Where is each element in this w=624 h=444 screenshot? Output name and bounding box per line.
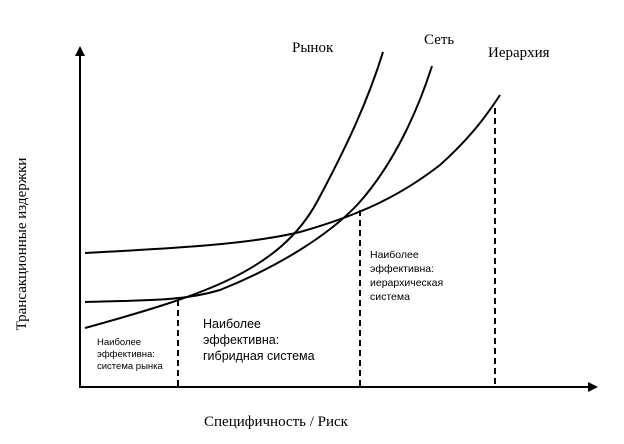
region-hybrid-text: Наиболее эффективна: гибридная система: [203, 317, 315, 363]
region-hierarchy-line-2: эффективна:: [370, 263, 434, 275]
region-market-line-2: эффективна:: [97, 349, 155, 360]
network-curve: [84, 65, 433, 303]
region-hierarchy-text: Наиболее эффективна: иерархическая систе…: [370, 249, 443, 303]
hierarchy-curve: [84, 94, 501, 254]
region-market-line-1: Наиболее: [97, 337, 141, 348]
region-market-text: Наиболее эффективна: система рынка: [97, 337, 164, 372]
curve-label-hierarchy: Иерархия: [488, 45, 550, 61]
region-hybrid-line-1: Наиболее: [203, 317, 261, 331]
region-hybrid-line-3: гибридная система: [203, 349, 315, 363]
region-hybrid-line-2: эффективна:: [203, 333, 279, 347]
region-market-line-3: система рынка: [97, 361, 164, 372]
region-hierarchy-line-4: система: [370, 291, 410, 303]
region-hierarchy-line-3: иерархическая: [370, 277, 443, 289]
x-axis-label: Специфичность / Риск: [204, 414, 349, 430]
curve-label-network: Сеть: [424, 32, 454, 48]
curve-label-market: Рынок: [292, 40, 334, 56]
market-curve: [84, 51, 384, 329]
y-axis-label: Трансакционные издержки: [14, 158, 30, 331]
region-hierarchy-line-1: Наиболее: [370, 249, 419, 261]
